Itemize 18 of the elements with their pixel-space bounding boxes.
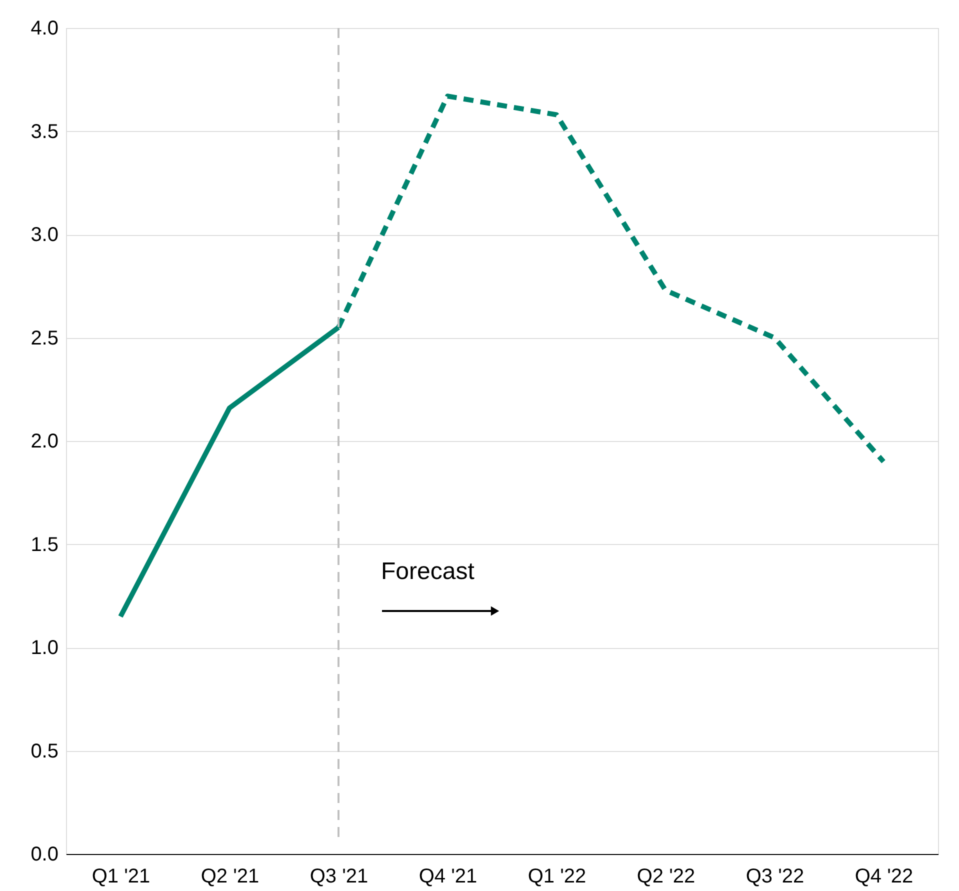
y-tick-label: 2.5 (30, 327, 58, 350)
x-tick-label: Q1 '21 (92, 866, 150, 888)
y-tick-label: 3.5 (30, 120, 58, 143)
y-tick-label: 0.5 (30, 740, 58, 762)
x-tick-label: Q3 '21 (310, 866, 368, 888)
x-tick-label: Q2 '21 (200, 866, 260, 888)
y-tick-label: 1.0 (30, 637, 58, 659)
x-tick-label: Q2 '22 (636, 866, 696, 888)
x-tick-label: Q4 '22 (854, 866, 914, 888)
x-tick-label: Q1 '22 (528, 866, 586, 888)
y-tick-label: 0.0 (30, 844, 58, 866)
x-tick-label: Q4 '21 (418, 866, 478, 888)
y-tick-label: 3.0 (30, 224, 58, 246)
annotation: Forecast (381, 558, 475, 585)
x-tick-label: Q3 '22 (746, 866, 804, 888)
y-tick-label: 4.0 (30, 18, 58, 40)
y-tick-label: 2.0 (30, 430, 58, 452)
y-tick-label: 1.5 (30, 534, 58, 556)
